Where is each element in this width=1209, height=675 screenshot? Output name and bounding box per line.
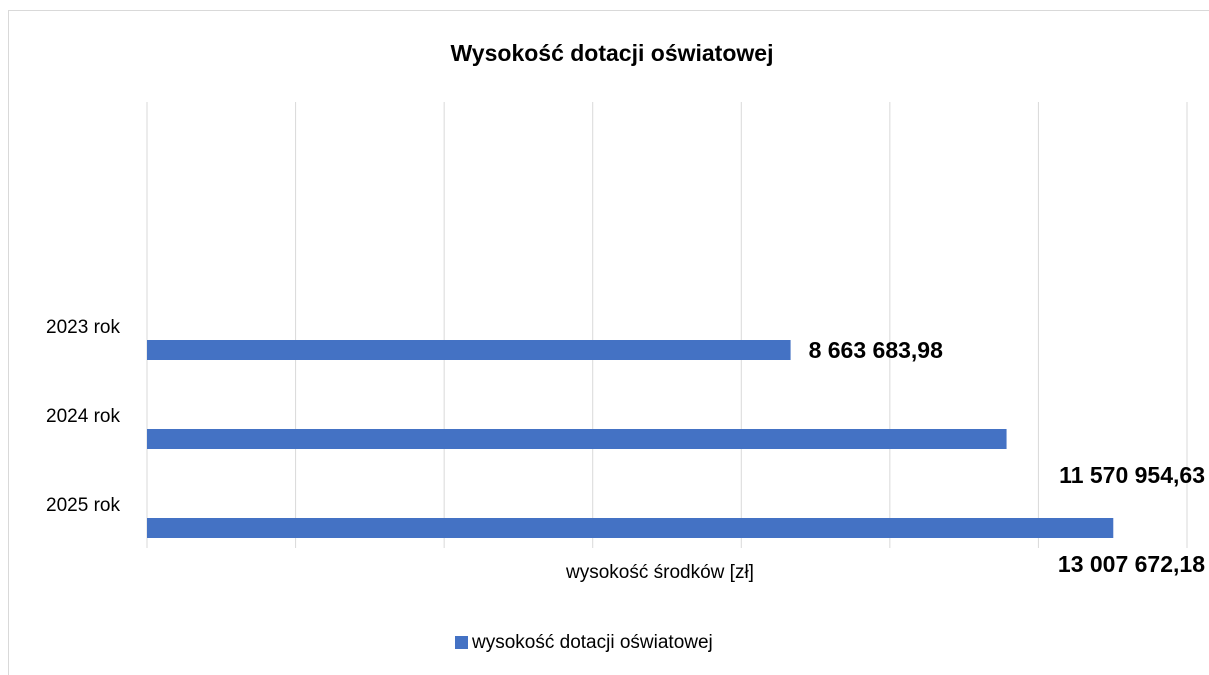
- legend-swatch: [455, 636, 468, 649]
- y-tick-label: 2025 rok: [46, 495, 120, 516]
- chart-title: Wysokość dotacji oświatowej: [451, 40, 774, 66]
- data-label: 8 663 683,98: [809, 337, 944, 363]
- bar: [147, 518, 1114, 538]
- x-axis-title: wysokość środków [zł]: [565, 562, 754, 583]
- data-label: 13 007 672,18: [1058, 551, 1205, 577]
- chart-border: [8, 10, 1209, 675]
- legend-label: wysokość dotacji oświatowej: [471, 632, 713, 653]
- bar: [147, 340, 791, 360]
- y-tick-label: 2023 rok: [46, 317, 120, 338]
- y-tick-label: 2024 rok: [46, 406, 120, 427]
- data-label: 11 570 954,63: [1059, 462, 1205, 488]
- bar: [147, 429, 1007, 449]
